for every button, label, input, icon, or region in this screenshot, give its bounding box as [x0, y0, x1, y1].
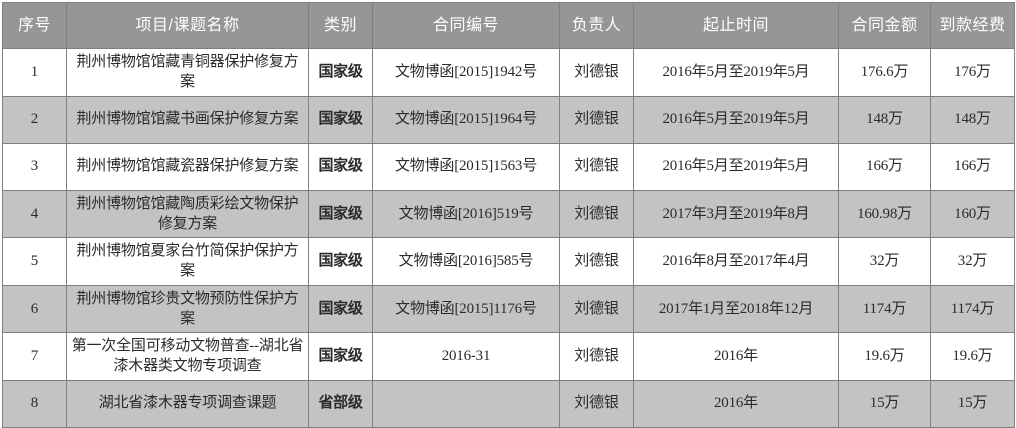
cell-contract: 文物博函[2015]1176号	[372, 284, 560, 333]
cell-category: 国家级	[308, 48, 373, 97]
cell-seq: 5	[2, 237, 67, 286]
cell-contract: 文物博函[2016]519号	[372, 189, 560, 238]
cell-period: 2016年	[633, 379, 839, 428]
table-row: 2 荆州博物馆馆藏书画保护修复方案 国家级 文物博函[2015]1964号 刘德…	[2, 95, 1015, 144]
cell-contract: 文物博函[2015]1942号	[372, 48, 560, 97]
cell-name: 荆州博物馆馆藏青铜器保护修复方案	[66, 48, 309, 97]
cell-seq: 3	[2, 142, 67, 191]
cell-received: 1174万	[930, 284, 1015, 333]
cell-received: 148万	[930, 95, 1015, 144]
column-header-seq: 序号	[2, 2, 67, 49]
cell-amount: 15万	[838, 379, 931, 428]
cell-seq: 8	[2, 379, 67, 428]
table-row: 5 荆州博物馆夏家台竹简保护保护方案 国家级 文物博函[2016]585号 刘德…	[2, 237, 1015, 286]
cell-amount: 32万	[838, 237, 931, 286]
cell-amount: 166万	[838, 142, 931, 191]
cell-period: 2016年5月至2019年5月	[633, 95, 839, 144]
cell-contract: 文物博函[2015]1563号	[372, 142, 560, 191]
cell-leader: 刘德银	[559, 189, 634, 238]
cell-contract: 2016-31	[372, 332, 560, 381]
cell-contract: 文物博函[2015]1964号	[372, 95, 560, 144]
cell-leader: 刘德银	[559, 332, 634, 381]
cell-category: 省部级	[308, 379, 373, 428]
cell-category: 国家级	[308, 189, 373, 238]
table-row: 6 荆州博物馆珍贵文物预防性保护方案 国家级 文物博函[2015]1176号 刘…	[2, 284, 1015, 333]
cell-amount: 176.6万	[838, 48, 931, 97]
table-row: 7 第一次全国可移动文物普查--湖北省漆木器类文物专项调查 国家级 2016-3…	[2, 332, 1015, 381]
table-row: 4 荆州博物馆馆藏陶质彩绘文物保护修复方案 国家级 文物博函[2016]519号…	[2, 189, 1015, 238]
cell-category: 国家级	[308, 237, 373, 286]
cell-name: 荆州博物馆夏家台竹简保护保护方案	[66, 237, 309, 286]
cell-seq: 4	[2, 189, 67, 238]
column-header-category: 类别	[308, 2, 373, 49]
cell-received: 176万	[930, 48, 1015, 97]
column-header-leader: 负责人	[559, 2, 634, 49]
cell-leader: 刘德银	[559, 379, 634, 428]
cell-category: 国家级	[308, 284, 373, 333]
table-header: 序号 项目/课题名称 类别 合同编号 负责人 起止时间 合同金额 到款经费	[2, 2, 1015, 49]
cell-received: 32万	[930, 237, 1015, 286]
cell-period: 2017年1月至2018年12月	[633, 284, 839, 333]
cell-received: 15万	[930, 379, 1015, 428]
column-header-contract: 合同编号	[372, 2, 560, 49]
cell-name: 荆州博物馆馆藏瓷器保护修复方案	[66, 142, 309, 191]
cell-name: 湖北省漆木器专项调查课题	[66, 379, 309, 428]
cell-seq: 1	[2, 48, 67, 97]
cell-name: 第一次全国可移动文物普查--湖北省漆木器类文物专项调查	[66, 332, 309, 381]
cell-period: 2016年5月至2019年5月	[633, 142, 839, 191]
cell-period: 2017年3月至2019年8月	[633, 189, 839, 238]
column-header-received: 到款经费	[930, 2, 1015, 49]
cell-leader: 刘德银	[559, 95, 634, 144]
cell-seq: 6	[2, 284, 67, 333]
cell-period: 2016年	[633, 332, 839, 381]
cell-leader: 刘德银	[559, 142, 634, 191]
cell-name: 荆州博物馆馆藏书画保护修复方案	[66, 95, 309, 144]
cell-category: 国家级	[308, 142, 373, 191]
cell-amount: 148万	[838, 95, 931, 144]
column-header-amount: 合同金额	[838, 2, 931, 49]
header-row: 序号 项目/课题名称 类别 合同编号 负责人 起止时间 合同金额 到款经费	[2, 2, 1015, 49]
table-row: 8 湖北省漆木器专项调查课题 省部级 刘德银 2016年 15万 15万	[2, 379, 1015, 428]
cell-contract	[372, 379, 560, 428]
cell-category: 国家级	[308, 332, 373, 381]
cell-category: 国家级	[308, 95, 373, 144]
cell-amount: 160.98万	[838, 189, 931, 238]
table-row: 1 荆州博物馆馆藏青铜器保护修复方案 国家级 文物博函[2015]1942号 刘…	[2, 48, 1015, 97]
cell-leader: 刘德银	[559, 48, 634, 97]
cell-received: 166万	[930, 142, 1015, 191]
cell-period: 2016年8月至2017年4月	[633, 237, 839, 286]
cell-seq: 2	[2, 95, 67, 144]
column-header-name: 项目/课题名称	[66, 2, 309, 49]
table-body: 1 荆州博物馆馆藏青铜器保护修复方案 国家级 文物博函[2015]1942号 刘…	[2, 48, 1015, 428]
cell-period: 2016年5月至2019年5月	[633, 48, 839, 97]
cell-name: 荆州博物馆馆藏陶质彩绘文物保护修复方案	[66, 189, 309, 238]
cell-amount: 19.6万	[838, 332, 931, 381]
cell-leader: 刘德银	[559, 284, 634, 333]
cell-seq: 7	[2, 332, 67, 381]
cell-contract: 文物博函[2016]585号	[372, 237, 560, 286]
cell-amount: 1174万	[838, 284, 931, 333]
cell-received: 160万	[930, 189, 1015, 238]
cell-received: 19.6万	[930, 332, 1015, 381]
table-row: 3 荆州博物馆馆藏瓷器保护修复方案 国家级 文物博函[2015]1563号 刘德…	[2, 142, 1015, 191]
cell-leader: 刘德银	[559, 237, 634, 286]
cell-name: 荆州博物馆珍贵文物预防性保护方案	[66, 284, 309, 333]
column-header-period: 起止时间	[633, 2, 839, 49]
